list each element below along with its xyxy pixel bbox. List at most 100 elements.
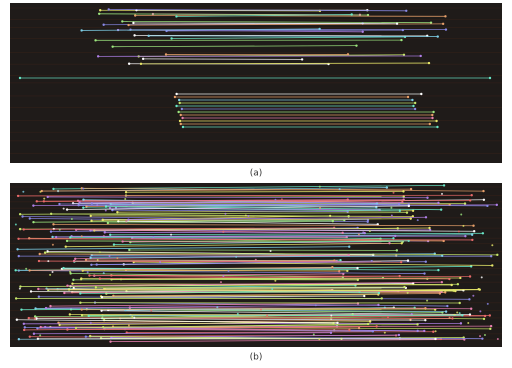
keypoint bbox=[440, 208, 442, 210]
keypoint bbox=[431, 117, 433, 119]
keypoint bbox=[180, 123, 182, 125]
keypoint bbox=[369, 320, 371, 322]
keypoint bbox=[424, 319, 426, 321]
keypoint bbox=[247, 215, 249, 217]
keypoint bbox=[441, 255, 443, 257]
keypoint bbox=[170, 234, 172, 236]
keypoint bbox=[469, 199, 471, 201]
keypoint bbox=[81, 308, 83, 310]
keypoint bbox=[446, 305, 448, 307]
keypoint bbox=[399, 210, 401, 212]
keypoint bbox=[175, 93, 177, 95]
keypoint bbox=[332, 220, 334, 222]
keypoint bbox=[63, 292, 65, 294]
keypoint bbox=[339, 259, 341, 261]
keypoint bbox=[426, 197, 428, 199]
keypoint bbox=[395, 334, 397, 336]
keypoint bbox=[72, 279, 74, 281]
keypoint bbox=[398, 275, 400, 277]
keypoint bbox=[38, 260, 40, 262]
keypoint bbox=[43, 198, 45, 200]
keypoint bbox=[464, 202, 466, 204]
keypoint bbox=[103, 272, 105, 274]
keypoint bbox=[423, 330, 425, 332]
keypoint bbox=[19, 285, 21, 287]
keypoint bbox=[391, 214, 393, 216]
keypoint bbox=[71, 283, 73, 285]
keypoint bbox=[38, 296, 40, 298]
keypoint bbox=[96, 204, 98, 206]
keypoint bbox=[45, 307, 47, 309]
keypoint bbox=[459, 302, 461, 304]
keypoint bbox=[47, 260, 49, 262]
keypoint bbox=[105, 205, 107, 207]
keypoint bbox=[358, 233, 360, 235]
keypoint bbox=[108, 255, 110, 257]
keypoint bbox=[459, 277, 461, 279]
keypoint bbox=[102, 219, 104, 221]
keypoint bbox=[50, 230, 52, 232]
keypoint bbox=[33, 333, 35, 335]
keypoint bbox=[37, 338, 39, 340]
keypoint bbox=[339, 188, 341, 190]
keypoint bbox=[80, 278, 82, 280]
keypoint bbox=[428, 62, 430, 64]
keypoint bbox=[69, 236, 71, 238]
keypoint bbox=[90, 264, 92, 266]
keypoint bbox=[113, 243, 115, 245]
keypoint bbox=[390, 207, 392, 209]
keypoint bbox=[222, 231, 224, 233]
keypoint bbox=[68, 288, 70, 290]
keypoint bbox=[152, 236, 154, 238]
keypoint bbox=[318, 338, 320, 340]
keypoint bbox=[341, 232, 343, 234]
keypoint bbox=[367, 323, 369, 325]
keypoint bbox=[101, 317, 103, 319]
keypoint bbox=[274, 199, 276, 201]
keypoint bbox=[16, 319, 18, 321]
keypoint bbox=[88, 315, 90, 317]
keypoint bbox=[216, 306, 218, 308]
keypoint bbox=[102, 24, 104, 26]
keypoint bbox=[271, 288, 273, 290]
keypoint bbox=[456, 312, 458, 314]
keypoint bbox=[17, 238, 19, 240]
keypoint bbox=[108, 8, 110, 10]
keypoint bbox=[133, 34, 135, 36]
keypoint bbox=[301, 58, 303, 60]
keypoint bbox=[82, 207, 84, 209]
keypoint bbox=[150, 310, 152, 312]
keypoint bbox=[34, 315, 36, 317]
keypoint bbox=[224, 213, 226, 215]
keypoint bbox=[79, 292, 81, 294]
keypoint bbox=[109, 340, 111, 342]
keypoint bbox=[49, 274, 51, 276]
keypoint bbox=[116, 211, 118, 213]
keypoint bbox=[19, 77, 21, 79]
keypoint bbox=[99, 277, 101, 279]
keypoint bbox=[94, 39, 96, 41]
keypoint bbox=[132, 22, 134, 24]
keypoint bbox=[28, 317, 30, 319]
keypoint bbox=[18, 338, 20, 340]
keypoint bbox=[89, 335, 91, 337]
keypoint bbox=[127, 24, 129, 26]
keypoint bbox=[471, 194, 473, 196]
keypoint bbox=[237, 313, 239, 315]
keypoint bbox=[128, 324, 130, 326]
keypoint bbox=[82, 188, 84, 190]
keypoint bbox=[481, 337, 483, 339]
keypoint bbox=[355, 44, 357, 46]
keypoint bbox=[464, 235, 466, 237]
keypoint bbox=[105, 210, 107, 212]
keypoint bbox=[407, 96, 409, 98]
keypoint bbox=[14, 269, 16, 271]
keypoint bbox=[406, 211, 408, 213]
keypoint bbox=[179, 102, 181, 104]
keypoint bbox=[468, 298, 470, 300]
keypoint bbox=[85, 205, 87, 207]
keypoint bbox=[407, 259, 409, 261]
keypoint bbox=[159, 261, 161, 263]
keypoint bbox=[402, 190, 404, 192]
keypoint bbox=[66, 285, 68, 287]
